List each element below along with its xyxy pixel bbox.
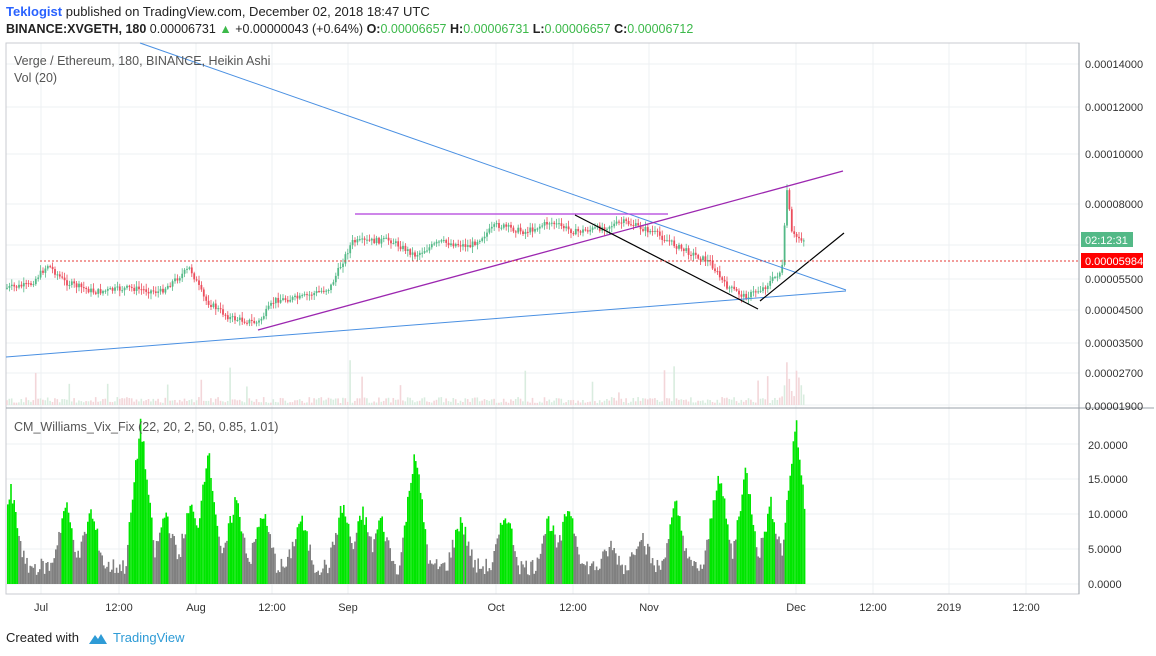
indicator-tick-label: 0.0000 xyxy=(1088,579,1122,591)
price-tick-label: 0.00010000 xyxy=(1085,149,1143,161)
indicator-tick-label: 15.0000 xyxy=(1088,474,1128,486)
tradingview-brand-text: TradingView xyxy=(112,630,185,645)
long-ascending-trendline[interactable] xyxy=(5,290,847,358)
time-tick-label: 12:00 xyxy=(559,602,587,614)
time-tick-label: 12:00 xyxy=(258,602,286,614)
change-value: +0.00000043 (+0.64%) xyxy=(235,22,364,36)
grid-lines xyxy=(6,43,1079,594)
tradingview-brand-link[interactable]: TradingView xyxy=(85,630,185,645)
change-arrow-icon: ▲ xyxy=(219,22,232,36)
author-link[interactable]: Teklogist xyxy=(6,4,63,19)
trendline-drawings[interactable] xyxy=(5,42,1079,358)
time-tick-label: Dec xyxy=(786,602,806,614)
last-price: 0.00006731 xyxy=(149,22,216,36)
plot-border xyxy=(5,42,1080,595)
symbol-label: BINANCE:XVGETH, 180 xyxy=(6,22,147,36)
level-price-text: 0.00005984 xyxy=(1085,256,1143,268)
purple-ascending-channel[interactable] xyxy=(257,170,844,331)
time-tick-label: Aug xyxy=(186,602,206,614)
open-value: 0.00006657 xyxy=(380,22,447,36)
time-tick-label: Nov xyxy=(639,602,659,614)
main-legend-title: Verge / Ethereum, 180, BINANCE, Heikin A… xyxy=(14,54,270,68)
time-tick-label: 12:00 xyxy=(105,602,133,614)
high-label: H: xyxy=(449,22,464,36)
price-axis-labels: 0.00014000 0.00012000 0.00010000 0.00008… xyxy=(1085,59,1143,413)
price-tick-label: 0.00004500 xyxy=(1085,305,1143,317)
volume-legend: Vol (20) xyxy=(14,71,57,85)
indicator-tick-label: 10.0000 xyxy=(1088,509,1128,521)
price-tick-label: 0.00003500 xyxy=(1085,338,1143,350)
time-tick-label: Jul xyxy=(34,602,48,614)
black-descending-line[interactable] xyxy=(574,214,759,310)
footer: Created with TradingView xyxy=(6,630,185,645)
created-with-text: Created with xyxy=(6,630,79,645)
publish-header: Teklogist published on TradingView.com, … xyxy=(6,4,430,19)
indicator-tick-label: 5.0000 xyxy=(1088,544,1122,556)
high-value: 0.00006731 xyxy=(463,22,530,36)
indicator-axis-labels: 20.0000 15.0000 10.0000 5.0000 0.0000 xyxy=(1088,440,1128,591)
indicator-legend: CM_Williams_Vix_Fix (22, 20, 2, 50, 0.85… xyxy=(14,420,278,434)
black-ascending-line[interactable] xyxy=(759,232,845,302)
indicator-tick-label: 20.0000 xyxy=(1088,440,1128,452)
time-tick-label: 12:00 xyxy=(1012,602,1040,614)
williams-vix-fix-histogram xyxy=(7,418,806,584)
price-tick-label: 0.00014000 xyxy=(1085,59,1143,71)
countdown-badge: 02:12:31 xyxy=(1081,232,1133,247)
symbol-header: BINANCE:XVGETH, 180 0.00006731 ▲ +0.0000… xyxy=(6,22,693,36)
low-value: 0.00006657 xyxy=(544,22,611,36)
time-axis-labels: Jul 12:00 Aug 12:00 Sep Oct 12:00 Nov De… xyxy=(34,602,1040,614)
publish-info: published on TradingView.com, December 0… xyxy=(65,4,430,19)
time-tick-label: Sep xyxy=(338,602,358,614)
tradingview-cloud-icon xyxy=(88,633,107,644)
price-tick-label: 0.00012000 xyxy=(1085,102,1143,114)
countdown-text: 02:12:31 xyxy=(1085,235,1128,247)
close-value: 0.00006712 xyxy=(627,22,694,36)
price-tick-label: 0.00005500 xyxy=(1085,274,1143,286)
price-tick-label: 0.00008000 xyxy=(1085,199,1143,211)
heikin-ashi-candles xyxy=(6,184,805,327)
price-tick-label: 0.00001900 xyxy=(1085,401,1143,413)
time-tick-label: 12:00 xyxy=(859,602,887,614)
time-tick-label: Oct xyxy=(487,602,504,614)
volume-bars xyxy=(6,360,805,405)
low-label: L: xyxy=(532,22,545,36)
close-label: C: xyxy=(614,22,628,36)
open-label: O: xyxy=(366,22,381,36)
price-tick-label: 0.00002700 xyxy=(1085,368,1143,380)
level-price-badge: 0.00005984 xyxy=(1081,253,1143,268)
long-descending-trendline[interactable] xyxy=(139,42,847,291)
time-tick-label: 2019 xyxy=(937,602,961,614)
